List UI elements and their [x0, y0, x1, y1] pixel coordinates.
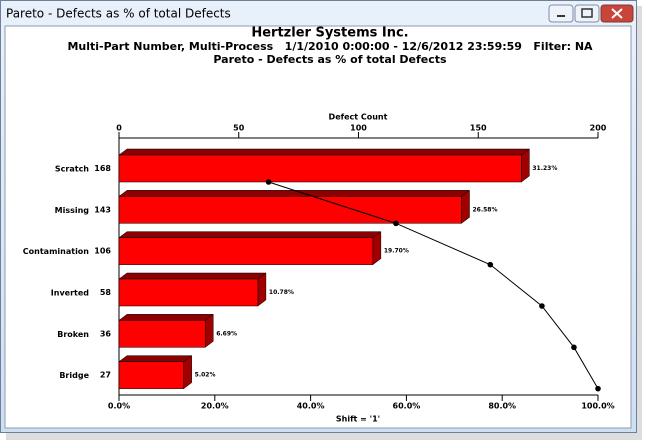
bar-top: [118, 355, 193, 362]
bar: [118, 237, 374, 265]
bar-top: [118, 231, 382, 238]
data-label: 31.23%: [532, 165, 557, 172]
data-label: 5.02%: [195, 372, 216, 379]
x2-tick-label: 20.0%: [201, 402, 229, 411]
maximize-icon: [581, 8, 593, 18]
bar-top: [118, 148, 531, 156]
chart-subtitle: Pareto - Defects as % of total Defects: [213, 53, 447, 66]
cumulative-point: [595, 385, 601, 392]
bar-top: [118, 190, 471, 197]
data-label: 6.69%: [216, 330, 237, 337]
cumulative-point: [265, 179, 272, 185]
category-label: Broken: [57, 329, 89, 338]
bar-side: [372, 231, 382, 266]
minimize-icon: [557, 15, 565, 17]
bar-side: [204, 313, 214, 348]
x2-tick-label: 100.0%: [581, 402, 614, 411]
bar: [118, 278, 259, 307]
cumulative-point: [393, 220, 399, 227]
y-count-label: 143: [94, 205, 111, 214]
y-tick-label: Bridge: [59, 371, 89, 380]
chart: Hertzler Systems Inc. Multi-Part Number,…: [23, 26, 615, 424]
bar: [118, 361, 184, 389]
x-tick-label: 100: [350, 124, 367, 133]
x2-tick-label: 0.0%: [108, 402, 130, 411]
data-label: 19.70%: [384, 248, 409, 255]
bar-top: [118, 272, 267, 280]
chart-subtitle: Multi-Part Number, Multi-Process 1/1/201…: [67, 40, 593, 53]
x-tick-label: 0: [116, 124, 122, 133]
bar: [118, 154, 522, 183]
cumulative-point: [539, 303, 545, 309]
maximize-button[interactable]: [574, 4, 600, 23]
x2-tick-label: 40.0%: [297, 402, 325, 411]
x-tick-label: 150: [470, 124, 487, 133]
x2-axis-title: Shift = '1': [336, 415, 380, 424]
client-area: [4, 25, 632, 429]
bar-side: [461, 189, 470, 224]
y-count-label: 36: [100, 329, 112, 338]
y-tick-label: Inverted: [51, 288, 90, 297]
bar-top: [118, 314, 214, 321]
close-icon: [611, 8, 623, 19]
window-buttons[interactable]: [548, 4, 634, 23]
category-label: Bridge: [59, 371, 89, 380]
data-label: 10.78%: [269, 289, 294, 296]
category-label: Missing: [55, 205, 90, 214]
y-tick-label: Missing: [55, 205, 90, 214]
x-tick-label: 200: [590, 124, 607, 133]
bar-side: [521, 148, 530, 183]
window-title: Pareto - Defects as % of total Defects: [6, 7, 231, 21]
x-axis-title: Defect Count: [329, 113, 388, 122]
cumulative-line: [268, 181, 599, 389]
bar-side: [183, 355, 192, 390]
x2-tick-label: 80.0%: [488, 402, 516, 411]
category-label: Contamination: [23, 247, 90, 256]
x-tick-label: 50: [233, 124, 245, 133]
y-count-label: 58: [100, 288, 112, 297]
category-label: Inverted: [51, 288, 90, 297]
data-label: 26.58%: [472, 206, 497, 213]
minimize-button[interactable]: [548, 4, 574, 23]
y-tick-label: Broken: [57, 329, 89, 338]
bar: [118, 320, 206, 348]
bar-side: [257, 272, 267, 307]
chart-title: Hertzler Systems Inc.: [251, 26, 408, 41]
x2-tick-label: 60.0%: [393, 402, 421, 411]
y-count-label: 168: [94, 164, 111, 173]
cumulative-point: [487, 261, 494, 268]
y-count-label: 27: [100, 371, 111, 380]
category-label: Scratch: [55, 164, 89, 173]
y-tick-label: Contamination: [23, 247, 90, 256]
y-count-label: 106: [94, 247, 111, 256]
bar: [118, 196, 462, 224]
y-tick-label: Scratch: [55, 164, 89, 173]
cumulative-point: [571, 344, 577, 351]
